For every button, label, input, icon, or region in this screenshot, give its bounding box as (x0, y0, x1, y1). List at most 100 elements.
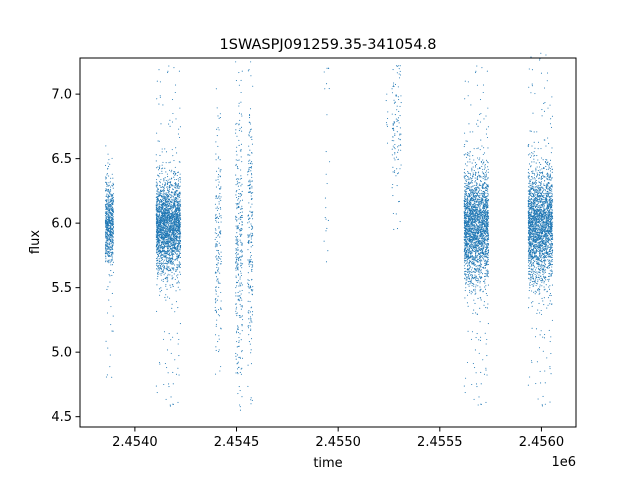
data-point (172, 172, 174, 174)
data-point (235, 236, 237, 238)
data-point (251, 321, 253, 323)
data-point (216, 170, 218, 172)
data-point (327, 250, 329, 252)
data-point (179, 207, 181, 210)
data-point (172, 253, 174, 255)
data-point (176, 264, 178, 266)
data-point (172, 383, 174, 385)
data-point (156, 223, 158, 225)
data-point (105, 236, 107, 238)
data-point (240, 175, 242, 177)
data-point (171, 225, 173, 227)
data-point (174, 359, 176, 361)
data-point (162, 199, 164, 201)
data-point (466, 200, 468, 202)
data-point (485, 174, 487, 176)
data-point (158, 265, 160, 267)
data-point (162, 338, 165, 340)
data-point (177, 206, 180, 208)
data-point (157, 253, 159, 255)
data-point (394, 133, 396, 135)
data-point (251, 232, 254, 234)
data-point (216, 206, 218, 208)
data-point (106, 222, 108, 224)
data-point (160, 268, 162, 270)
data-point (235, 238, 237, 241)
data-point (105, 216, 107, 218)
data-point (165, 229, 167, 231)
data-point (107, 238, 109, 240)
data-point (159, 252, 161, 254)
data-point (173, 241, 175, 243)
data-point (399, 105, 401, 107)
data-point (240, 194, 242, 197)
data-point (252, 85, 254, 87)
data-point (158, 246, 160, 248)
data-point (105, 177, 107, 179)
data-point (174, 311, 176, 313)
data-point (161, 234, 163, 236)
data-point (109, 226, 111, 228)
data-point (174, 173, 176, 175)
data-point (248, 265, 250, 267)
data-point (480, 270, 482, 272)
data-point (475, 265, 477, 267)
data-point (156, 211, 158, 213)
data-point (240, 185, 242, 187)
data-point (394, 83, 397, 85)
data-point (475, 195, 478, 197)
data-point (159, 165, 161, 167)
data-point (167, 241, 169, 243)
data-point (106, 249, 108, 251)
data-point (216, 266, 218, 268)
data-point (167, 72, 169, 74)
data-point (217, 235, 219, 237)
data-point (178, 355, 180, 357)
data-point (172, 214, 174, 216)
data-point (469, 131, 471, 133)
data-point (106, 218, 108, 220)
data-point (177, 178, 179, 180)
data-point (156, 240, 158, 243)
data-point (178, 253, 181, 255)
data-point (235, 275, 237, 277)
data-point (237, 273, 239, 275)
data-point (236, 312, 238, 314)
data-point (215, 236, 217, 238)
data-point (162, 247, 164, 249)
data-point (159, 224, 161, 226)
data-point (160, 242, 162, 244)
data-point (161, 245, 163, 247)
data-point (161, 218, 163, 220)
data-point (172, 259, 174, 261)
data-point (171, 121, 174, 123)
data-point (239, 192, 242, 195)
data-point (216, 278, 218, 280)
data-point (170, 215, 172, 217)
data-point (161, 243, 163, 245)
data-point (108, 237, 110, 239)
data-point (109, 196, 111, 198)
data-point (167, 194, 169, 197)
data-point (217, 174, 220, 176)
data-point (215, 293, 217, 295)
data-point (170, 238, 173, 240)
data-point (159, 191, 161, 193)
data-point (391, 113, 393, 115)
data-point (166, 242, 168, 244)
data-point (251, 161, 253, 163)
data-point (240, 305, 242, 307)
data-point (162, 261, 165, 263)
data-point (399, 127, 401, 129)
data-point (108, 191, 110, 193)
data-point (159, 216, 161, 218)
data-point (111, 205, 113, 208)
data-point (241, 284, 243, 286)
data-point (168, 193, 170, 195)
data-point (216, 245, 218, 247)
data-point (105, 199, 107, 201)
data-point (163, 209, 165, 212)
data-point (473, 148, 475, 150)
data-point (105, 200, 107, 202)
data-point (177, 204, 179, 206)
